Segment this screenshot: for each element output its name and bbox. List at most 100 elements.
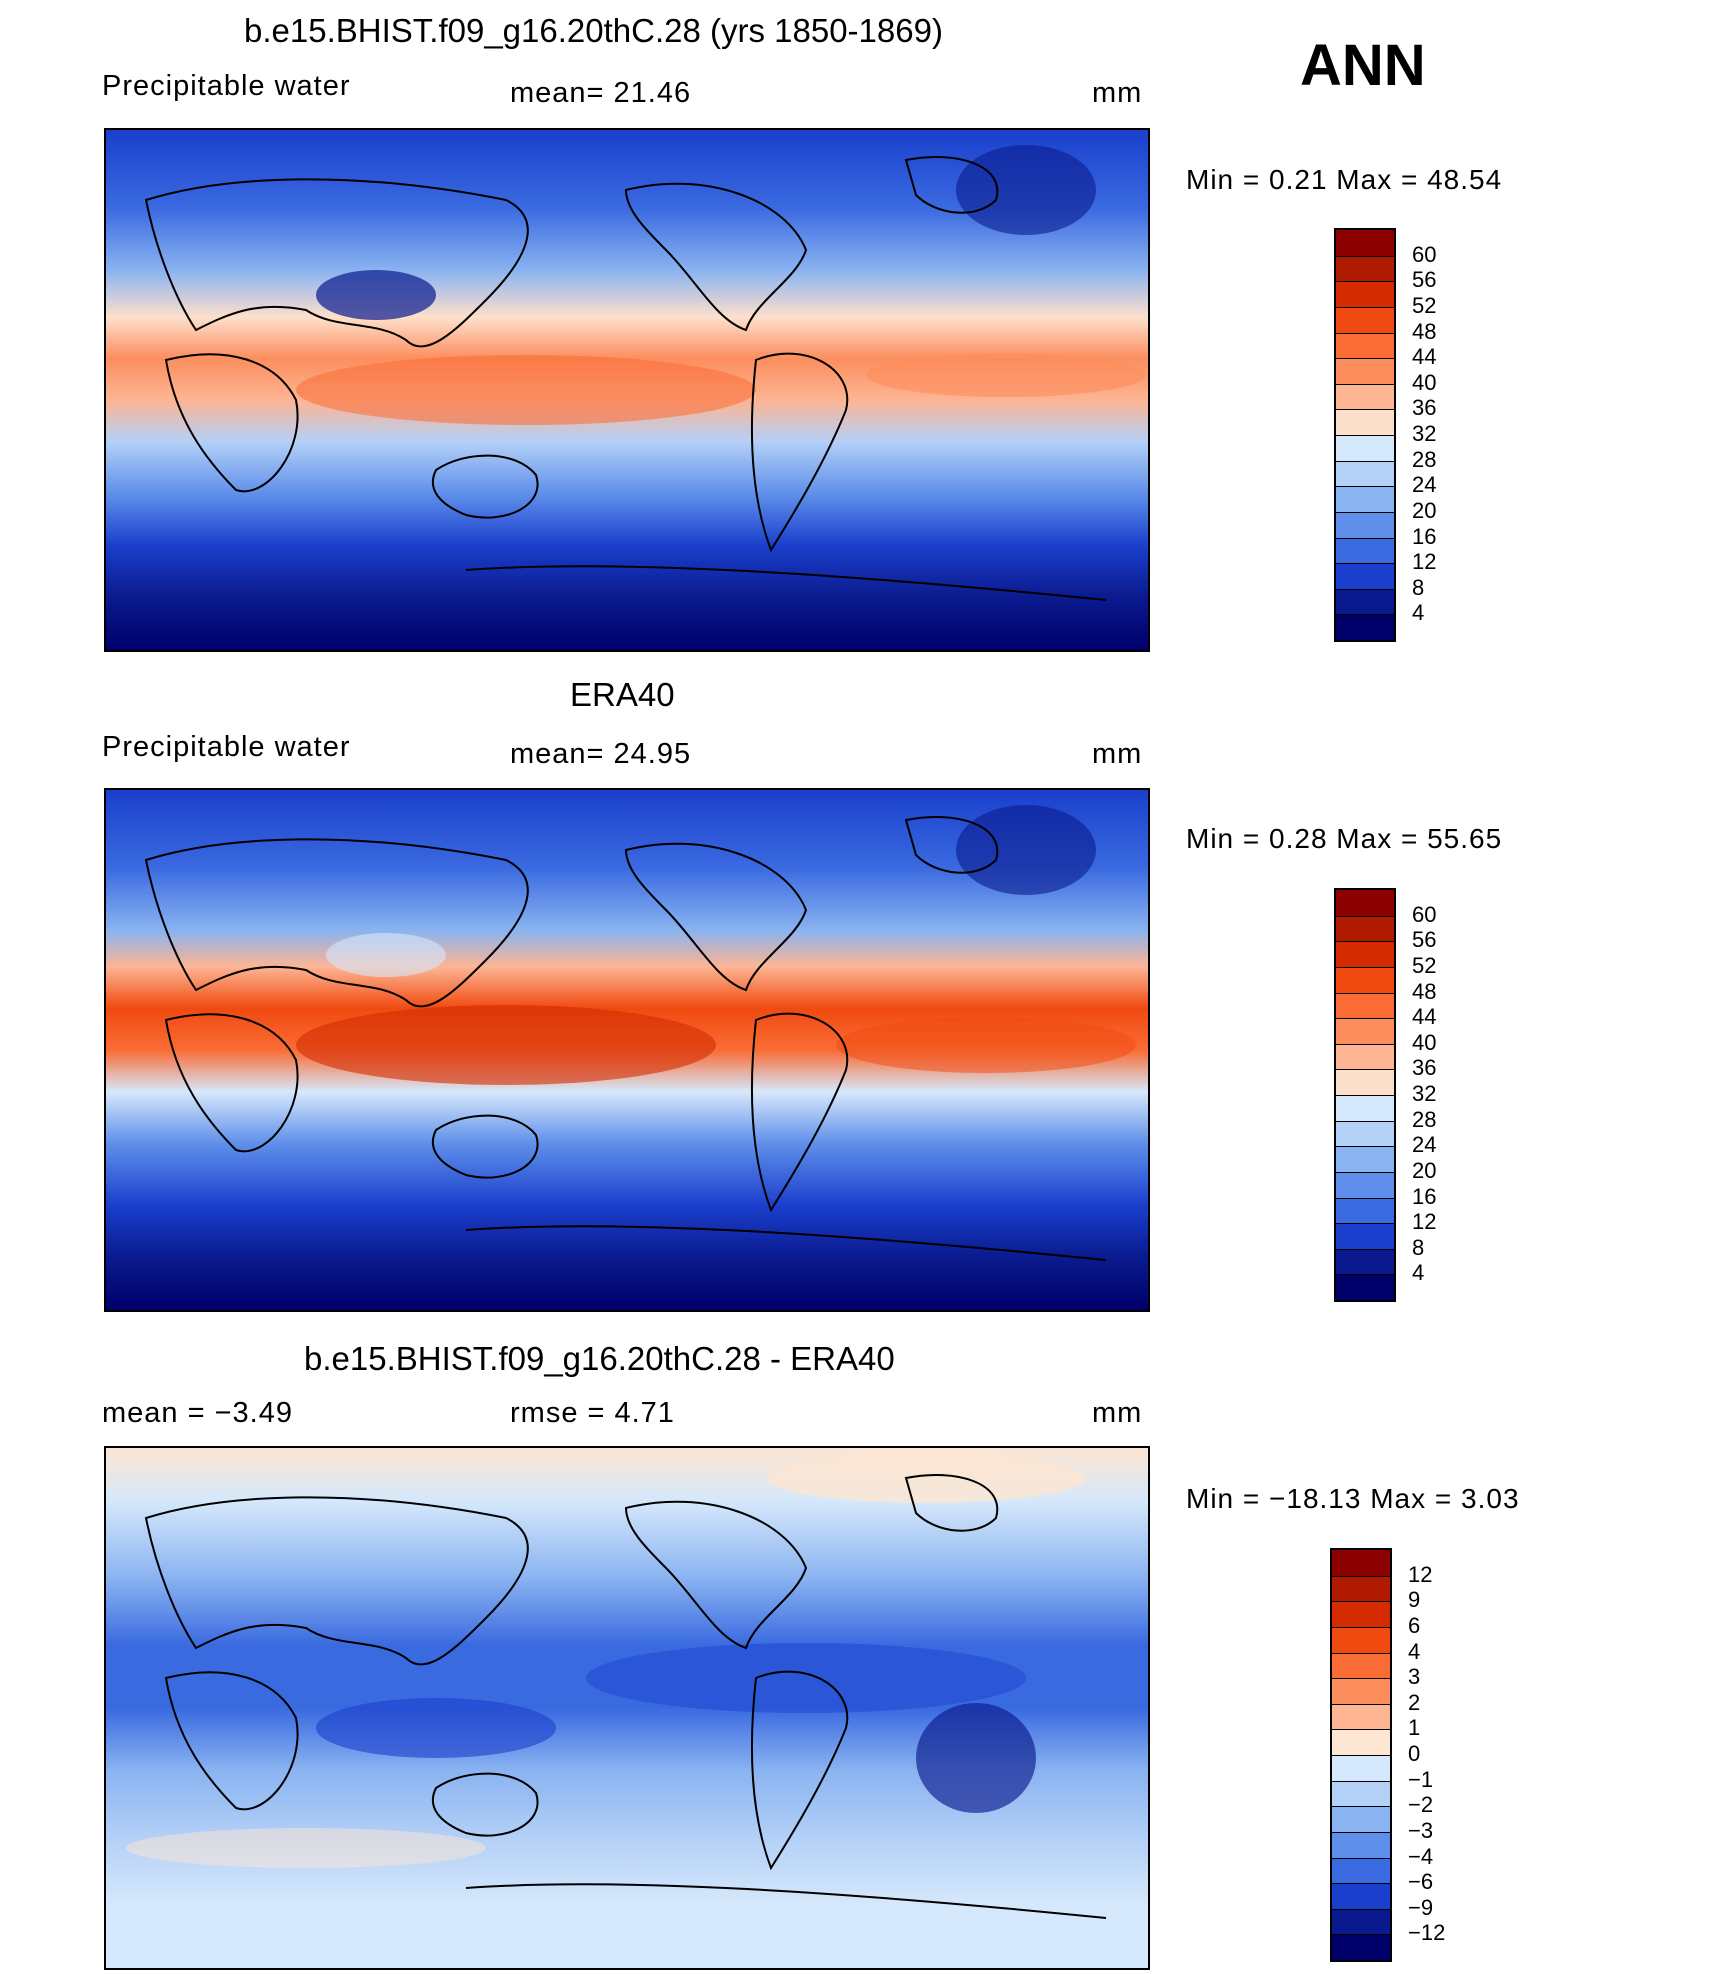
colorbar-swatch	[1336, 614, 1394, 640]
colorbar-tick-label: 6	[1408, 1612, 1421, 1638]
colorbar-swatch	[1332, 1678, 1390, 1704]
panel-2-minmax: Min = 0.28 Max = 55.65	[1186, 823, 1503, 854]
colorbar-tick-label: 12	[1412, 549, 1437, 575]
season-label: ANN	[1300, 33, 1426, 98]
colorbar-swatch	[1332, 1550, 1390, 1576]
colorbar-tick-label: 9	[1408, 1587, 1421, 1613]
panel-2-map	[104, 788, 1150, 1312]
colorbar-swatch	[1336, 890, 1394, 916]
colorbar-swatch	[1332, 1908, 1390, 1935]
colorbar-swatch	[1336, 230, 1394, 256]
colorbar-swatch	[1332, 1806, 1390, 1832]
panel-1-map	[104, 128, 1150, 652]
colorbar-tick-label: 28	[1412, 1106, 1437, 1132]
panel-3-title: b.e15.BHIST.f09_g16.20thC.28 - ERA40	[304, 1340, 895, 1377]
colorbar-swatch	[1332, 1652, 1390, 1679]
colorbar-swatch	[1336, 511, 1394, 538]
colorbar-swatch	[1336, 1120, 1394, 1147]
colorbar-tick-label: 32	[1412, 1081, 1437, 1106]
colorbar-tick-label: −1	[1408, 1766, 1434, 1792]
colorbar-swatch	[1336, 563, 1394, 589]
colorbar-swatch	[1336, 915, 1394, 942]
colorbar-swatch	[1332, 1703, 1390, 1730]
colorbar-swatch	[1336, 537, 1394, 564]
colorbar-tick-label: 20	[1412, 1157, 1437, 1183]
colorbar-swatch	[1336, 1171, 1394, 1198]
colorbar-tick-label: 48	[1412, 978, 1437, 1004]
colorbar-tick-label: 56	[1412, 927, 1437, 953]
colorbar-swatch	[1332, 1780, 1390, 1807]
colorbar-swatch	[1336, 1069, 1394, 1095]
colorbar-tick-label: 3	[1408, 1664, 1421, 1690]
panel-2-units: mm	[1092, 738, 1143, 770]
colorbar-tick-label: 60	[1412, 901, 1437, 927]
panel-3-colorbar	[1330, 1548, 1392, 1962]
panel-3-map	[104, 1446, 1150, 1970]
colorbar-swatch	[1336, 1095, 1394, 1121]
colorbar-tick-label: −2	[1408, 1792, 1434, 1818]
colorbar-swatch	[1336, 486, 1394, 512]
colorbar-swatch	[1336, 1197, 1394, 1224]
colorbar-tick-label: 20	[1412, 497, 1437, 523]
colorbar-tick-label: 0	[1408, 1741, 1421, 1766]
colorbar-tick-label: 48	[1412, 318, 1437, 344]
colorbar-swatch	[1336, 358, 1394, 384]
colorbar-swatch	[1336, 1018, 1394, 1044]
panel-1-left-label: Precipitable water	[102, 70, 351, 102]
colorbar-tick-label: 8	[1412, 1234, 1425, 1260]
colorbar-swatch	[1332, 1883, 1390, 1909]
colorbar-swatch	[1332, 1831, 1390, 1858]
colorbar-tick-label: 24	[1412, 1132, 1437, 1158]
colorbar-tick-label: 40	[1412, 1029, 1437, 1055]
colorbar-tick-label: 60	[1412, 241, 1437, 267]
panel-2-colorbar	[1334, 888, 1396, 1302]
colorbar-swatch	[1332, 1601, 1390, 1627]
panel-2-mean-label: mean= 24.95	[510, 738, 692, 770]
colorbar-swatch	[1336, 435, 1394, 461]
colorbar-swatch	[1336, 306, 1394, 333]
panel-3-mean-label: mean = −3.49	[102, 1397, 293, 1429]
panel-1-colorbar	[1334, 228, 1396, 642]
colorbar-tick-label: 1	[1408, 1715, 1421, 1741]
colorbar-swatch	[1336, 409, 1394, 435]
colorbar-tick-label: −4	[1408, 1843, 1434, 1869]
colorbar-swatch	[1332, 1575, 1390, 1602]
colorbar-tick-label: 2	[1408, 1689, 1421, 1715]
panel-2-title: ERA40	[570, 676, 675, 713]
colorbar-tick-label: 8	[1412, 574, 1425, 600]
panel-1-mean-label: mean= 21.46	[510, 77, 692, 109]
colorbar-swatch	[1336, 255, 1394, 282]
colorbar-swatch	[1336, 1274, 1394, 1300]
colorbar-tick-label: 4	[1408, 1638, 1421, 1664]
colorbar-swatch	[1336, 460, 1394, 487]
colorbar-swatch	[1332, 1934, 1390, 1960]
colorbar-tick-label: 44	[1412, 344, 1437, 370]
colorbar-swatch	[1332, 1857, 1390, 1884]
colorbar-tick-label: 12	[1408, 1561, 1433, 1587]
colorbar-tick-label: 36	[1412, 395, 1437, 421]
colorbar-swatch	[1336, 1223, 1394, 1249]
colorbar-tick-label: −3	[1408, 1817, 1434, 1843]
colorbar-tick-label: 44	[1412, 1004, 1437, 1030]
colorbar-tick-label: 16	[1412, 523, 1437, 549]
colorbar-swatch	[1336, 383, 1394, 410]
colorbar-tick-label: 40	[1412, 369, 1437, 395]
colorbar-swatch	[1332, 1755, 1390, 1781]
panel-1-title: b.e15.BHIST.f09_g16.20thC.28 (yrs 1850-1…	[244, 12, 943, 49]
colorbar-tick-label: 52	[1412, 952, 1437, 978]
panel-1-minmax: Min = 0.21 Max = 48.54	[1186, 164, 1503, 195]
colorbar-swatch	[1336, 1043, 1394, 1070]
colorbar-swatch	[1336, 1248, 1394, 1275]
colorbar-swatch	[1336, 281, 1394, 307]
colorbar-tick-label: 28	[1412, 446, 1437, 472]
colorbar-tick-label: 4	[1412, 600, 1425, 626]
panel-3-units: mm	[1092, 1397, 1143, 1429]
panel-2-left-label: Precipitable water	[102, 731, 351, 763]
colorbar-tick-label: 52	[1412, 292, 1437, 318]
colorbar-tick-label: 56	[1412, 267, 1437, 293]
colorbar-swatch	[1336, 941, 1394, 967]
colorbar-tick-label: −6	[1408, 1869, 1434, 1895]
colorbar-tick-label: 16	[1412, 1183, 1437, 1209]
colorbar-tick-label: 36	[1412, 1055, 1437, 1081]
panel-3-minmax: Min = −18.13 Max = 3.03	[1186, 1483, 1520, 1514]
